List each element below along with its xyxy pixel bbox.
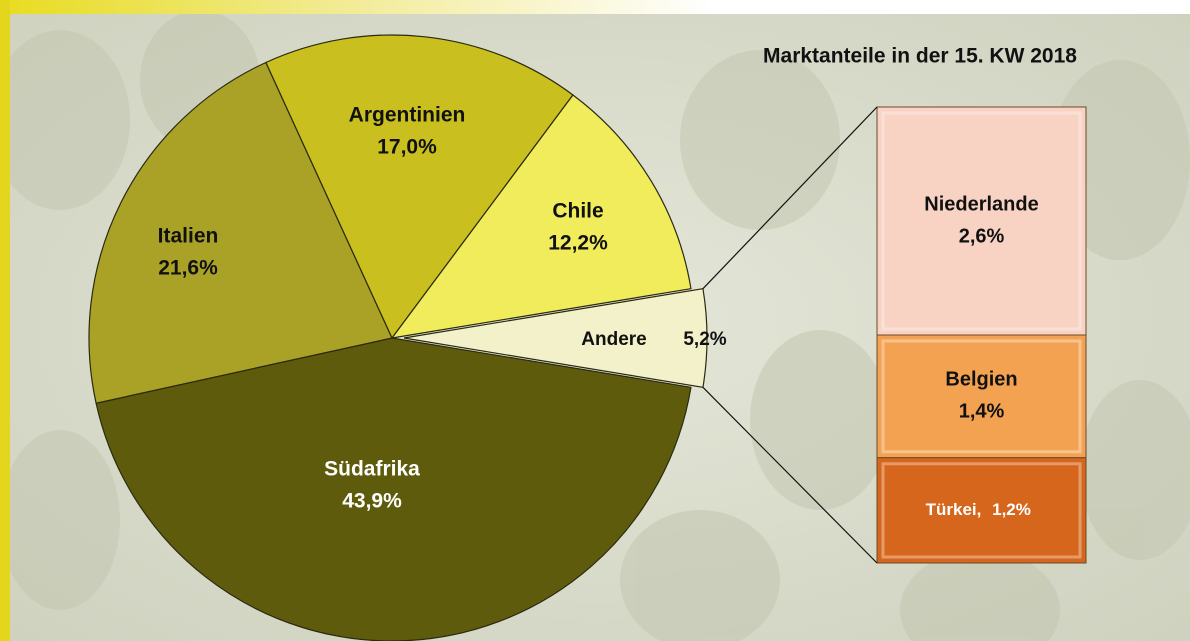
bar-label: Türkei, <box>926 500 982 519</box>
slice-label: Italien <box>158 225 219 248</box>
bar-label: Niederlande <box>924 193 1038 215</box>
slice-value-label: 43,9% <box>342 490 402 513</box>
slice-label: Andere <box>581 329 646 350</box>
left-band <box>0 0 10 641</box>
bar-segment <box>877 335 1086 458</box>
bar-value-label: 2,6% <box>959 225 1005 247</box>
bar-segment <box>877 458 1086 563</box>
bar-label: Belgien <box>945 369 1017 391</box>
slice-label: Argentinien <box>349 104 466 127</box>
slice-value-label: 21,6% <box>158 257 218 280</box>
slice-value-label: 17,0% <box>377 136 437 159</box>
bar-value-label: 1,4% <box>959 401 1005 423</box>
plot: Südafrika 43,9% Italien 21,6% Argentinien 17,… <box>89 35 1086 641</box>
slice-value-label: 5,2% <box>683 329 726 350</box>
chart-title: Marktanteile in der 15. KW 2018 <box>763 45 1077 68</box>
bar-value-label: 1,2% <box>992 500 1031 519</box>
bar-segment <box>877 107 1086 335</box>
chart: Marktanteile in der 15. KW 2018 Südafrik… <box>0 0 1190 641</box>
top-band <box>0 0 1190 14</box>
slice-value-label: 12,2% <box>548 232 608 255</box>
slice-label: Chile <box>552 200 603 223</box>
slice-label: Südafrika <box>324 458 420 481</box>
